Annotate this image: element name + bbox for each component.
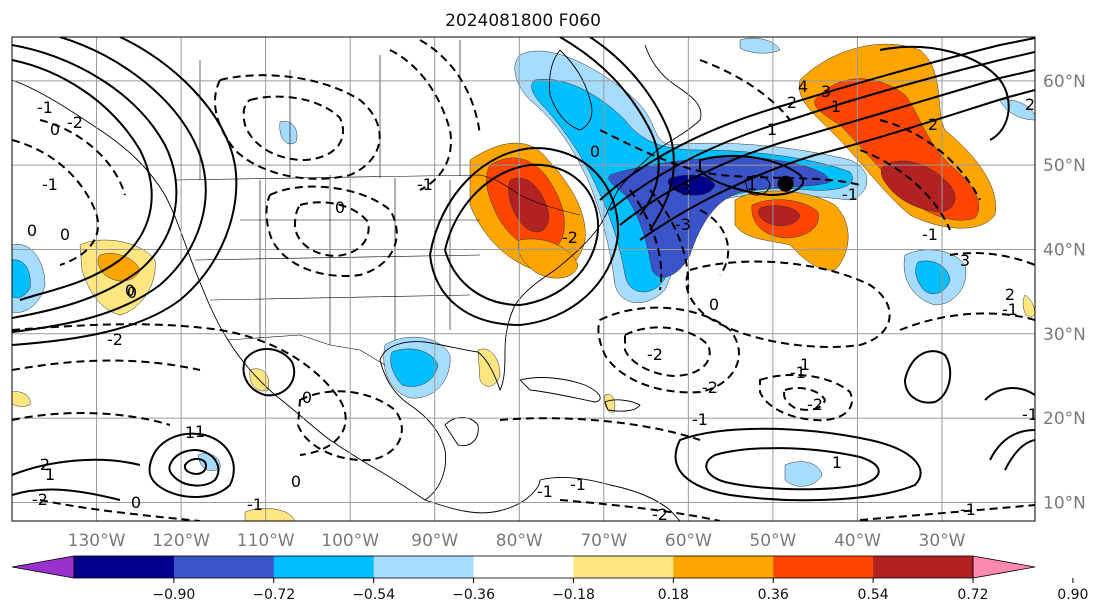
contour-label: -2 <box>807 395 823 414</box>
colorbar-tick-label: 0.72 <box>957 587 988 603</box>
figure-title: 2024081800 F060 <box>445 11 601 31</box>
lat-tick-label: 10°N <box>1043 493 1086 513</box>
contour-label: 1 <box>831 97 841 116</box>
colorbar-segment <box>474 556 574 578</box>
contour-label: 3 <box>821 82 831 101</box>
colorbar-segment <box>174 556 274 578</box>
colorbar-tick-label: −0.72 <box>252 587 295 603</box>
contour-label: 1 <box>185 423 195 442</box>
colorbar-tick-label: 0.18 <box>658 587 689 603</box>
contour-label: -1 <box>842 185 858 204</box>
contour-label: 1 <box>800 355 810 374</box>
lon-tick-label: 70°W <box>580 531 627 551</box>
contour-label: 0 <box>302 388 312 407</box>
contour-label: -2 <box>32 490 48 509</box>
lon-tick-label: 80°W <box>496 531 543 551</box>
colorbar-tick-label: 0.54 <box>858 587 889 603</box>
lat-tick-label: 40°N <box>1043 240 1086 260</box>
lat-tick-label: 30°N <box>1043 325 1086 345</box>
colorbar-tick-label: 0.36 <box>758 587 789 603</box>
contour-label: -1 <box>570 475 586 494</box>
lon-tick-label: 130°W <box>68 531 126 551</box>
contour-label: -1 <box>692 410 708 429</box>
colorbar-extend-low <box>12 556 74 578</box>
longitude-tick-labels: 130°W 120°W 110°W 100°W 90°W 80°W 70°W 60°W 50°W… <box>68 531 966 551</box>
lon-tick-label: 40°W <box>834 531 881 551</box>
contour-label: 0 <box>60 225 70 244</box>
contour-label: 0 <box>291 472 301 491</box>
lon-tick-label: 120°W <box>152 531 210 551</box>
colorbar-tick-label: −0.90 <box>152 587 195 603</box>
contour-label: -1 <box>1022 405 1038 424</box>
contour-label: 2 <box>1025 95 1035 114</box>
lon-tick-label: 110°W <box>237 531 295 551</box>
latitude-tick-labels: 60°N 50°N 40°N 30°N 20°N 10°N <box>1043 72 1086 514</box>
lon-tick-label: 50°W <box>749 531 796 551</box>
contour-label: -1 <box>922 225 938 244</box>
lon-tick-label: 30°W <box>919 531 966 551</box>
contour-label: -2 <box>702 378 718 397</box>
contour-label: -3 <box>675 180 691 199</box>
lon-tick-label: 90°W <box>411 531 458 551</box>
colorbar-segment <box>74 556 174 578</box>
contour-label: 0 <box>50 120 60 139</box>
location-marker <box>778 176 794 192</box>
lat-tick-label: 60°N <box>1043 72 1086 92</box>
colorbar: −0.90 −0.72 −0.54 −0.36 −0.18 0.18 0.36 0.54 0.7… <box>12 556 1088 603</box>
contour-label: -1 <box>960 500 976 519</box>
contour-label: -1 <box>247 495 263 514</box>
contour-label: 2 <box>40 455 50 474</box>
lon-tick-label: 60°W <box>665 531 712 551</box>
contour-label: -3 <box>675 215 691 234</box>
contour-label: 1 <box>832 453 842 472</box>
colorbar-tick-label: 0.90 <box>1057 587 1088 603</box>
contour-label: -1 <box>1002 300 1018 319</box>
lon-tick-label: 100°W <box>321 531 379 551</box>
contour-label: -2 <box>67 113 83 132</box>
colorbar-extend-high <box>973 556 1035 578</box>
colorbar-tick-label: −0.54 <box>352 587 395 603</box>
contour-label: 1 <box>195 422 205 441</box>
colorbar-segment <box>773 556 873 578</box>
contour-label: 1 <box>747 175 757 194</box>
colorbar-segment <box>873 556 973 578</box>
colorbar-segment <box>274 556 374 578</box>
contour-label: 0 <box>709 295 719 314</box>
lat-tick-label: 20°N <box>1043 409 1086 429</box>
contour-label: 1 <box>767 120 777 139</box>
contour-label: -1 <box>42 175 58 194</box>
contour-label: 0 <box>590 142 600 161</box>
colorbar-segment <box>573 556 673 578</box>
contour-label: 2 <box>928 115 938 134</box>
contour-label: 4 <box>798 77 808 96</box>
colorbar-tick-label: −0.36 <box>452 587 495 603</box>
contour-label: 0 <box>131 493 141 512</box>
lat-tick-label: 50°N <box>1043 156 1086 176</box>
contour-label: 3 <box>960 251 970 270</box>
contour-label: -1 <box>37 98 53 117</box>
contour-label: -1 <box>417 175 433 194</box>
contour-label: 0 <box>127 283 137 302</box>
contour-label: 0 <box>27 221 37 240</box>
colorbar-segment <box>374 556 474 578</box>
colorbar-tick-label: −0.18 <box>552 587 595 603</box>
colorbar-segment <box>673 556 773 578</box>
contour-label: -1 <box>537 482 553 501</box>
contour-label: 2 <box>787 93 797 112</box>
contour-label: -2 <box>107 330 123 349</box>
contour-label: -2 <box>562 228 578 247</box>
contour-label: 0 <box>335 198 345 217</box>
contour-label: -2 <box>647 345 663 364</box>
